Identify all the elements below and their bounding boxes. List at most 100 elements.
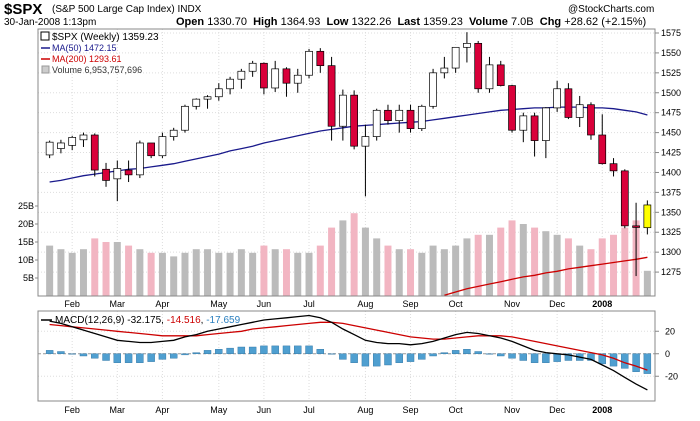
macd-hist-bar: [113, 353, 122, 363]
volume-bar: [598, 238, 606, 296]
candle-body: [192, 98, 201, 107]
volume-bar: [136, 249, 144, 296]
volume-bar: [519, 224, 527, 296]
candle-body: [45, 141, 54, 156]
candle-body: [451, 46, 460, 69]
macd-tick-label: 20: [665, 326, 675, 336]
macd-hist-bar: [429, 353, 437, 357]
price-tick-label: 1525: [661, 68, 681, 78]
macd-hist-bar: [271, 345, 279, 354]
macd-hist-bar: [305, 345, 313, 354]
macd-hist-bar: [508, 353, 516, 359]
candle-body: [68, 137, 77, 146]
macd-hist-bar: [350, 353, 358, 363]
month-label: Jul: [303, 299, 315, 309]
volume-bar: [125, 245, 133, 296]
macd-hist-bar: [327, 353, 336, 355]
macd-hist-bar: [497, 353, 505, 357]
macd-hist-bar: [361, 353, 370, 367]
macd-hist-bar: [474, 351, 482, 354]
macd-hist-bar: [587, 353, 595, 361]
candle-body: [260, 62, 268, 89]
candle-body: [181, 105, 189, 131]
high-value: 1364.93: [280, 16, 321, 28]
candle-body: [372, 109, 381, 137]
volume-label: Volume: [469, 16, 508, 28]
macd-month-label: Sep: [403, 405, 419, 415]
candle-body: [203, 96, 212, 100]
candle-body: [305, 50, 313, 76]
volume-bar: [328, 227, 336, 296]
macd-hist-bar: [79, 353, 88, 357]
candle-body: [417, 105, 426, 129]
volume-bar: [282, 249, 290, 296]
legend-ma50: MA(50) 1472.15: [52, 43, 117, 53]
macd-month-label: Oct: [449, 405, 464, 415]
volume-bar: [553, 234, 561, 296]
candle-body: [542, 107, 550, 141]
legend-volume-swatch: [41, 65, 50, 74]
macd-month-label: Dec: [549, 405, 566, 415]
volume-bar: [407, 249, 415, 296]
volume-bar: [226, 252, 234, 296]
legend-price: $SPX (Weekly) 1359.23: [52, 32, 159, 43]
candle-body: [339, 94, 347, 127]
macd-hist-bar: [316, 349, 325, 354]
macd-month-label: Jul: [303, 405, 315, 415]
macd-month-label: Nov: [504, 405, 521, 415]
volume-bar: [147, 252, 155, 296]
volume-bar: [452, 245, 460, 296]
month-label: Apr: [155, 299, 169, 309]
macd-month-label: Apr: [155, 405, 169, 415]
volume-value: 7.0B: [511, 16, 534, 28]
candle-body: [406, 109, 415, 129]
last-label: Last: [397, 16, 421, 28]
legend-volume: Volume 6,953,757,696: [52, 65, 142, 75]
volume-bar: [643, 270, 651, 296]
macd-month-label: Jun: [257, 405, 272, 415]
candle-body: [293, 74, 302, 84]
macd-hist-bar: [451, 350, 460, 354]
volume-bar: [339, 220, 347, 296]
macd-hist-bar: [485, 353, 494, 355]
macd-month-label: Feb: [64, 405, 80, 415]
candle-body: [587, 104, 595, 136]
macd-hist-bar: [598, 353, 606, 365]
candle-body: [440, 67, 449, 74]
macd-month-label: 2008: [592, 405, 612, 415]
legend-candle-swatch: [40, 31, 50, 41]
volume-bar: [68, 252, 76, 296]
candle-body: [113, 168, 122, 180]
volume-bar: [170, 256, 178, 296]
volume-bar: [181, 252, 189, 296]
macd-hist-bar: [553, 353, 561, 362]
price-tick-label: 1575: [661, 28, 681, 38]
macd-lines: [49, 314, 648, 391]
month-label: May: [210, 299, 228, 309]
macd-hist-bar: [203, 350, 212, 354]
candle-body: [102, 168, 110, 181]
volume-bar: [429, 245, 437, 296]
macd-hist-bar: [192, 352, 200, 354]
price-panel-frame: [37, 28, 656, 297]
candle-body: [136, 142, 144, 176]
macd-hist-bar: [68, 353, 76, 355]
month-label: Feb: [64, 299, 80, 309]
candle-body: [632, 225, 640, 228]
month-label: Sep: [403, 299, 419, 309]
candle-body: [282, 68, 291, 84]
month-label: Oct: [449, 299, 464, 309]
macd-hist-bar: [632, 353, 640, 372]
macd-hist-bar: [136, 353, 144, 363]
candle-body: [124, 169, 133, 176]
macd-hist-bar: [384, 353, 392, 366]
macd-legend-text: MACD(12,26,9) -32.175, -14.516, -17.659: [55, 315, 241, 326]
volume-bar: [91, 238, 99, 296]
volume-bar: [158, 252, 166, 296]
macd-hist-bar: [248, 346, 257, 354]
macd-hist-bar: [643, 353, 652, 374]
volume-bar: [316, 245, 324, 296]
price-tick-label: 1450: [661, 128, 681, 138]
watermark: @StockCharts.com: [568, 4, 655, 15]
